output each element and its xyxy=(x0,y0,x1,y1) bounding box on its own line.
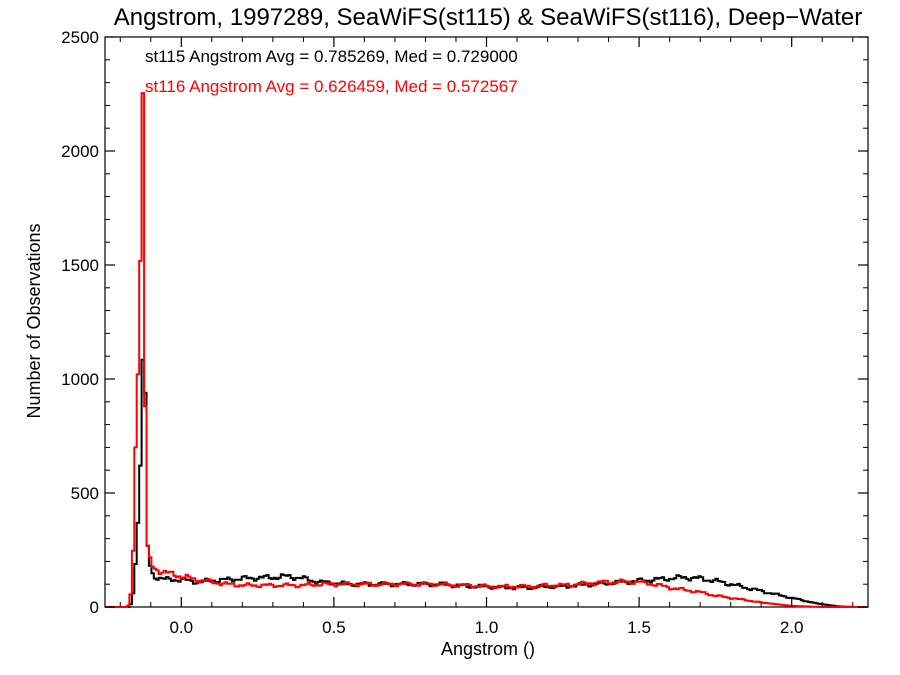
x-tick-label: 1.0 xyxy=(475,618,499,637)
y-tick-label: 0 xyxy=(90,598,99,617)
y-axis-ticks: 0 500 1000 1500 2000 2500 xyxy=(61,28,868,617)
x-tick-label: 2.0 xyxy=(780,618,804,637)
y-tick-label: 2000 xyxy=(61,142,99,161)
y-tick-label: 500 xyxy=(71,484,99,503)
annotation-st115: st115 Angstrom Avg = 0.785269, Med = 0.7… xyxy=(145,47,518,66)
series-line-st115 xyxy=(105,358,868,608)
annotation-st116: st116 Angstrom Avg = 0.626459, Med = 0.5… xyxy=(145,77,518,96)
y-tick-label: 2500 xyxy=(61,28,99,47)
x-axis-ticks: 0.0 0.5 1.0 1.5 2.0 xyxy=(119,37,854,637)
series-layer xyxy=(105,92,868,608)
x-tick-label: 1.5 xyxy=(627,618,651,637)
y-tick-label: 1000 xyxy=(61,370,99,389)
x-tick-label: 0.5 xyxy=(322,618,346,637)
series-line-st116 xyxy=(105,92,868,608)
chart-title: Angstrom, 1997289, SeaWiFS(st115) & SeaW… xyxy=(114,4,863,31)
plot-frame xyxy=(104,36,869,608)
plot-area: 0.0 0.5 1.0 1.5 2.0 0 500 1000 1500 2000 2500 xyxy=(61,28,869,637)
x-tick-label: 0.0 xyxy=(169,618,193,637)
x-axis-label: Angstrom () xyxy=(441,639,535,659)
y-axis-label: Number of Observations xyxy=(24,223,44,418)
y-tick-label: 1500 xyxy=(61,256,99,275)
